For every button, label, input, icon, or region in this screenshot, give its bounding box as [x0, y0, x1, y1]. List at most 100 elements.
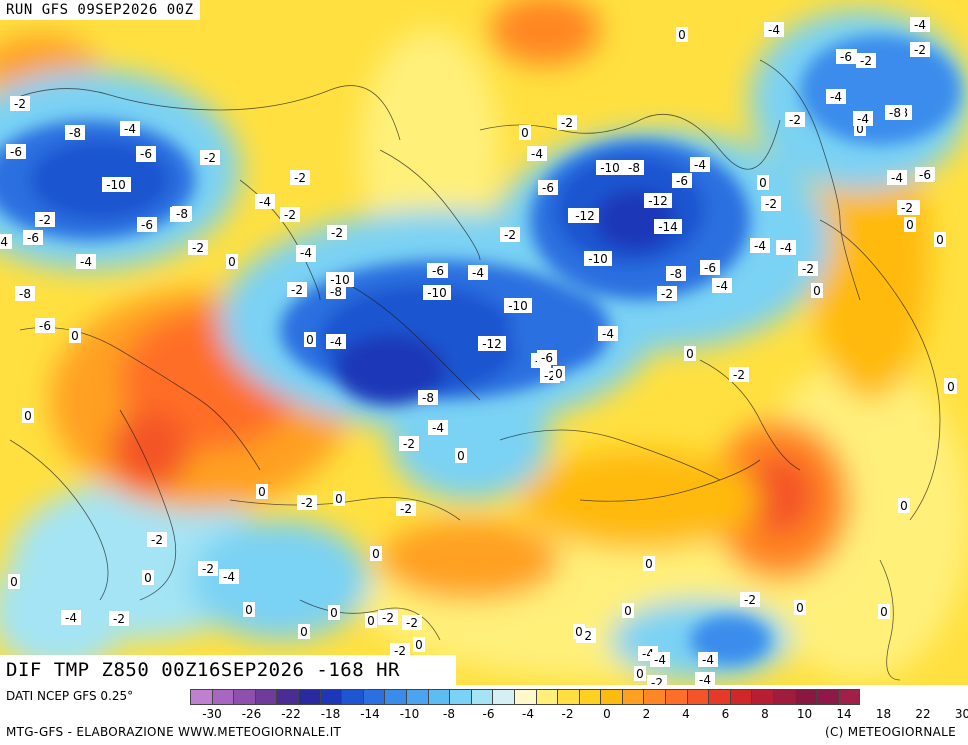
contour-label: -4	[80, 255, 92, 269]
contour-label: -4	[780, 241, 792, 255]
contour-label-box	[764, 22, 784, 37]
color-scale-tick-label: -10	[399, 707, 420, 721]
contour-label-box	[390, 643, 410, 658]
contour-label: -6	[919, 168, 931, 182]
color-scale-tick-label: 30	[954, 707, 968, 721]
contour-label-box	[584, 251, 612, 266]
contour-label: -2	[202, 562, 214, 576]
contour-label: 0	[936, 233, 944, 247]
contour-label-box	[226, 254, 238, 269]
contour-label-box	[326, 284, 346, 299]
contour-label-box	[624, 160, 644, 175]
credit-left: MTG-GFS - ELABORAZIONE WWW.METEOGIORNALE…	[6, 725, 342, 739]
contour-label-box	[878, 604, 890, 619]
contour-label-box	[402, 615, 422, 630]
contour-label-box	[280, 207, 300, 222]
contour-label-box	[142, 570, 154, 585]
color-scale-cell	[730, 689, 753, 705]
contour-label: -2	[400, 502, 412, 516]
contour-label: -4	[654, 653, 666, 667]
contour-label: -2	[744, 593, 756, 607]
contour-label: -4	[694, 158, 706, 172]
contour-label-box	[557, 115, 577, 130]
data-source-label: DATI NCEP GFS 0.25°	[6, 689, 134, 703]
contour-label-box	[188, 240, 208, 255]
contour-label: -4	[0, 235, 8, 249]
contour-label: 0	[330, 606, 338, 620]
contour-label: 0	[624, 604, 632, 618]
contour-label: -4	[857, 112, 869, 126]
contour-label: -4	[699, 673, 711, 685]
contour-label-box	[898, 498, 910, 513]
contour-label: -4	[300, 246, 312, 260]
color-scale-tick-label: 0	[603, 707, 611, 721]
contour-label-box	[761, 196, 781, 211]
contour-label: -4	[223, 570, 235, 584]
contour-label: -2	[580, 629, 592, 643]
contour-label-box	[573, 624, 585, 639]
contour-label: -6	[840, 50, 852, 64]
contour-label: -4	[891, 171, 903, 185]
run-label: RUN GFS 09SEP2026 00Z	[0, 0, 200, 20]
contour-label-box	[598, 326, 618, 341]
contour-label: -8	[69, 126, 81, 140]
contour-label: -12	[575, 209, 595, 223]
contour-label-box	[700, 260, 720, 275]
contour-label: -6	[676, 174, 688, 188]
contour-label-box	[297, 495, 317, 510]
contour-label-box	[644, 193, 672, 208]
contour-label-box	[370, 546, 382, 561]
color-scale-cell	[277, 689, 299, 705]
contour-label: -6	[141, 218, 153, 232]
contour-label: -2	[901, 201, 913, 215]
contour-label-box	[296, 245, 316, 260]
color-scale-cell	[255, 689, 278, 705]
color-scale-tick-label: -2	[561, 707, 574, 721]
color-scale-cell	[234, 689, 256, 705]
contour-label: 0	[880, 605, 888, 619]
contour-label-box	[6, 144, 26, 159]
color-scale-cell	[838, 689, 861, 705]
contour-label: 0	[245, 603, 253, 617]
contour-label: -8	[19, 287, 31, 301]
contour-label-box	[304, 332, 316, 347]
contour-label: -6	[140, 147, 152, 161]
contour-label-box	[219, 569, 239, 584]
color-scale-cell	[817, 689, 839, 705]
color-scale-cell	[622, 689, 645, 705]
contour-label-box	[287, 282, 307, 297]
color-scale-tick-label: -26	[241, 707, 262, 721]
color-scale-cell	[752, 689, 775, 705]
contour-label: -2	[294, 171, 306, 185]
contour-label-box	[643, 556, 655, 571]
contour-label: 0	[678, 28, 686, 42]
color-scale-cell	[687, 689, 710, 705]
contour-label-box	[527, 146, 547, 161]
contour-label-box	[22, 408, 34, 423]
color-scale-tick-label: -22	[281, 707, 301, 721]
contour-label-box	[915, 167, 935, 182]
contour-label: -8	[330, 285, 342, 299]
contour-label: -10	[427, 286, 447, 300]
contour-label-box	[504, 298, 532, 313]
contour-label-box	[500, 227, 520, 242]
contour-label: -4	[754, 239, 766, 253]
contour-label-box	[428, 420, 448, 435]
contour-label: -4	[716, 279, 728, 293]
contour-label-box	[553, 366, 565, 381]
contour-label-box	[666, 266, 686, 281]
contour-label-box	[327, 225, 347, 240]
color-scale-tick-label: 18	[875, 707, 892, 721]
contour-label: -6	[432, 264, 444, 278]
contour-label-box	[596, 160, 624, 175]
contour-label: 0	[415, 638, 423, 652]
contour-label: -2	[382, 611, 394, 625]
color-scale-tick-label: -6	[482, 707, 495, 721]
contour-label-box	[35, 318, 55, 333]
color-scale-tick-label: -18	[320, 707, 341, 721]
color-scale-cell	[601, 689, 623, 705]
contour-label-box	[698, 652, 718, 667]
contour-label: -2	[544, 369, 556, 383]
contour-label-box	[785, 112, 805, 127]
contour-label-box	[172, 206, 192, 221]
